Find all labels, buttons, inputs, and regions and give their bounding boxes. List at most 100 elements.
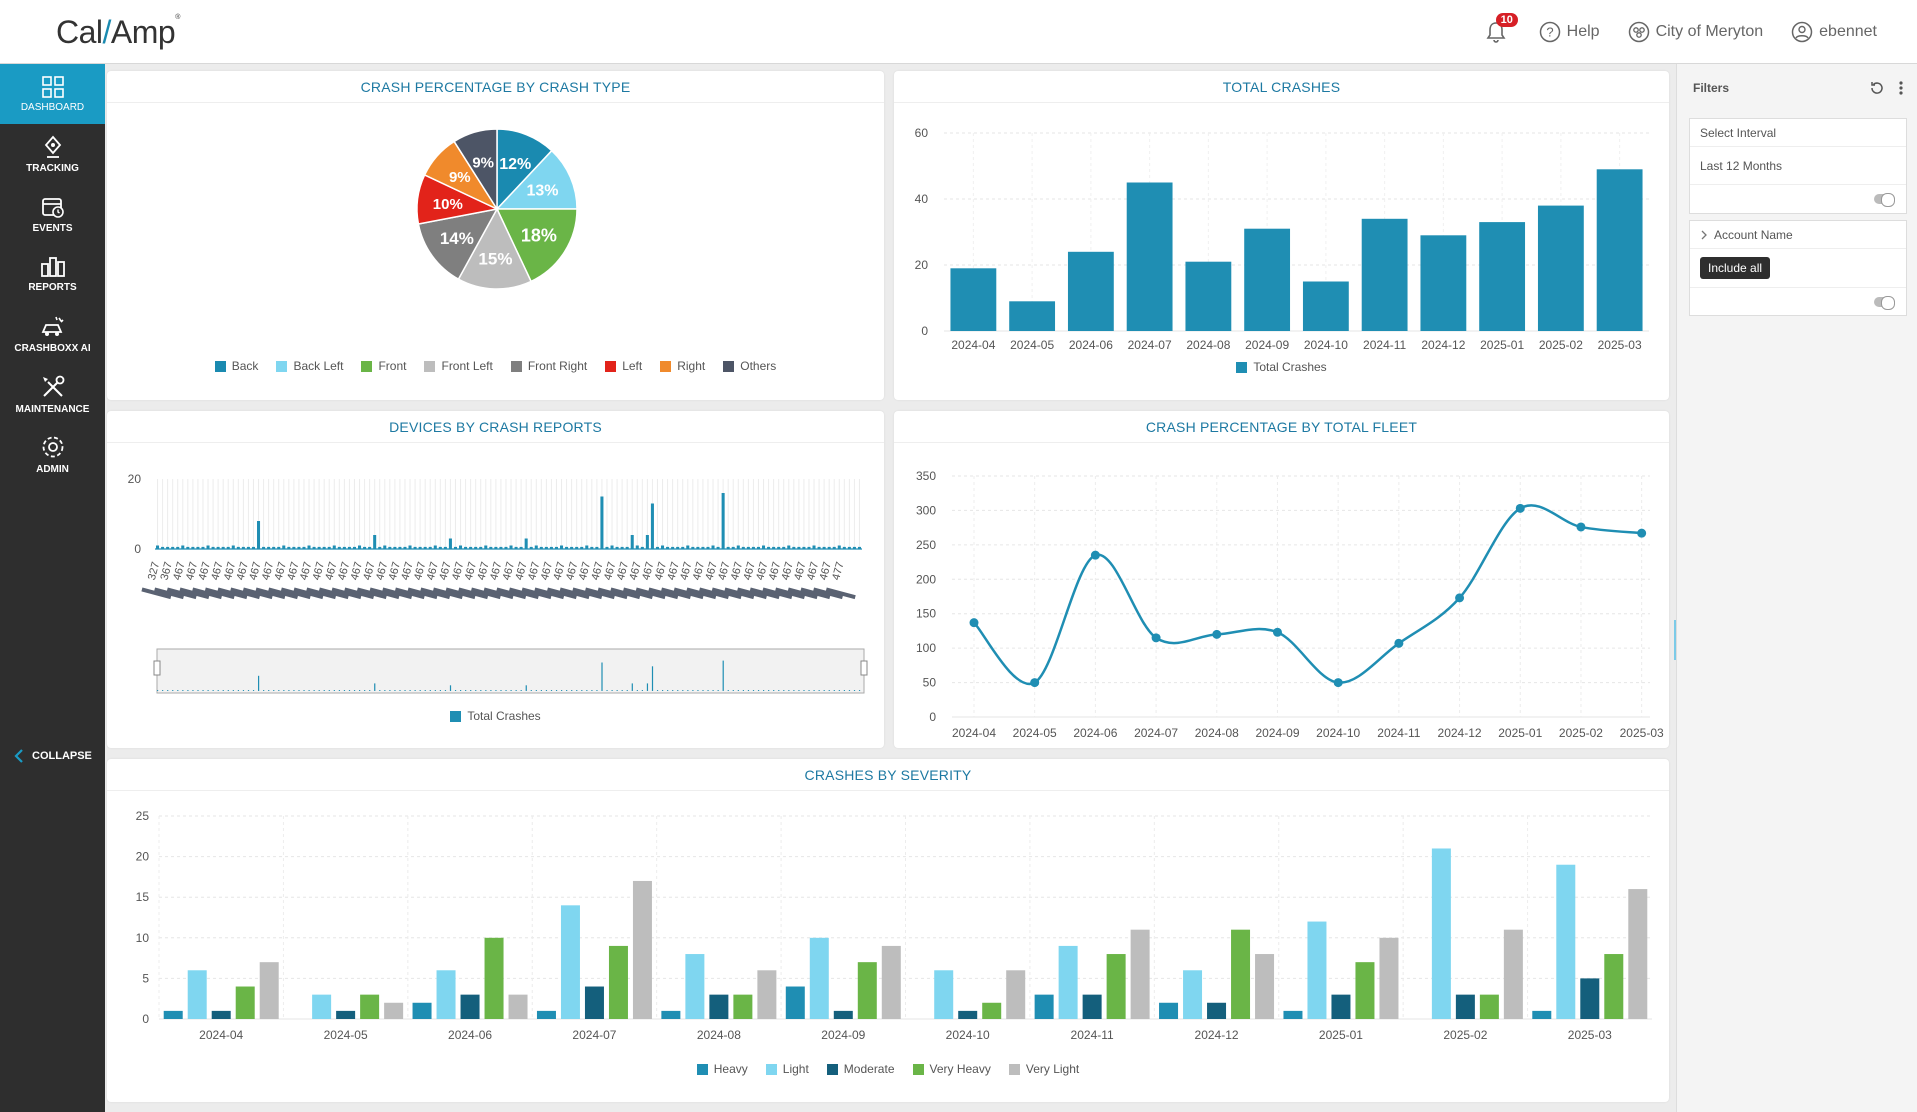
- legend-item-front-left[interactable]: Front Left: [424, 359, 493, 373]
- nav-bar: [399, 690, 401, 691]
- crash-type-pie-chart: 12% 13% 18% 15%14% 10% 9%9%: [416, 128, 578, 290]
- bar-moderate: [833, 1010, 853, 1019]
- device-bar: [777, 546, 781, 549]
- nav-bar: [429, 690, 431, 691]
- device-bar: [156, 545, 160, 549]
- legend-item-right[interactable]: Right: [660, 359, 705, 373]
- sidebar-item-crashboxx-ai[interactable]: CRASHBOXX AI: [0, 304, 105, 364]
- nav-bar: [631, 683, 633, 691]
- bar-very-heavy: [1355, 962, 1375, 1019]
- nav-bar: [596, 690, 598, 691]
- tick-overlap: [496, 587, 527, 600]
- nav-bar: [586, 690, 588, 691]
- nav-bar: [515, 690, 517, 691]
- nav-bar: [838, 690, 840, 691]
- device-bar: [358, 545, 362, 549]
- bar-heavy: [1034, 994, 1054, 1019]
- nav-bar: [303, 690, 305, 691]
- x-tick-label: 2024-08: [697, 1028, 741, 1042]
- bar-very-heavy: [857, 962, 877, 1019]
- tick-overlap: [192, 587, 223, 600]
- reset-icon[interactable]: [1869, 80, 1885, 96]
- device-bar: [570, 546, 574, 549]
- nav-bar: [465, 690, 467, 691]
- interval-value[interactable]: Last 12 Months: [1690, 147, 1906, 185]
- device-bar: [292, 546, 296, 549]
- nav-bar: [727, 690, 729, 691]
- bar-moderate: [958, 1010, 978, 1019]
- tracking-icon: [44, 135, 61, 158]
- sidebar-item-maintenance[interactable]: MAINTENANCE: [0, 364, 105, 424]
- device-bar: [277, 546, 281, 549]
- fleet-point: [969, 618, 979, 628]
- nav-bar: [848, 690, 851, 691]
- device-bar: [554, 546, 558, 549]
- device-bar: [302, 546, 306, 549]
- y-tick-label: 150: [916, 607, 936, 621]
- legend-item-very-heavy[interactable]: Very Heavy: [912, 1062, 991, 1076]
- y-tick-label: 0: [921, 324, 928, 338]
- device-bar: [630, 535, 634, 549]
- device-tick-label: 467: [475, 561, 491, 582]
- bar-heavy: [661, 1010, 681, 1019]
- account-name-row[interactable]: Account Name: [1690, 221, 1906, 249]
- device-bar: [443, 546, 447, 549]
- nav-bar: [353, 690, 356, 691]
- sidebar-item-dashboard[interactable]: DASHBOARD: [0, 64, 105, 124]
- legend-item-others[interactable]: Others: [723, 359, 776, 373]
- nav-bar: [682, 690, 684, 691]
- nav-bar: [773, 690, 775, 691]
- nav-bar: [662, 690, 664, 691]
- sidebar-item-admin[interactable]: ADMIN: [0, 424, 105, 484]
- device-bar: [812, 545, 816, 549]
- sidebar-item-reports[interactable]: REPORTS: [0, 244, 105, 304]
- x-tick-label: 2025-03: [1620, 726, 1664, 740]
- tick-overlap: [344, 587, 375, 600]
- interval-toggle[interactable]: [1874, 193, 1895, 207]
- x-tick-label: 2024-11: [1363, 338, 1406, 352]
- calamp-logo[interactable]: Cal/Amp®: [56, 14, 180, 50]
- tick-overlap: [508, 587, 539, 600]
- bar-very-light: [632, 880, 652, 1019]
- tick-overlap: [306, 587, 337, 600]
- notifications-bell-icon[interactable]: 10: [1485, 13, 1518, 45]
- legend-item-light[interactable]: Light: [765, 1062, 809, 1076]
- account-selector[interactable]: City of Meryton: [1628, 21, 1763, 43]
- bar-2025-03: [1596, 169, 1643, 331]
- nav-bar: [333, 690, 335, 691]
- collapse-sidebar-button[interactable]: COLLAPSE: [14, 749, 92, 763]
- more-options-icon[interactable]: [1899, 80, 1903, 96]
- device-bar: [832, 546, 836, 549]
- legend-item-moderate[interactable]: Moderate: [826, 1062, 895, 1076]
- legend-item-heavy[interactable]: Heavy: [696, 1062, 748, 1076]
- legend-item-total-crashes[interactable]: Total Crashes: [450, 709, 541, 723]
- nav-bar: [495, 690, 497, 691]
- legend-item-front[interactable]: Front: [361, 359, 406, 373]
- legend-item-total-crashes[interactable]: Total Crashes: [1236, 360, 1327, 374]
- user-menu[interactable]: ebennet: [1791, 21, 1877, 43]
- legend-item-very-light[interactable]: Very Light: [1008, 1062, 1079, 1076]
- device-bar: [307, 545, 311, 549]
- legend-item-back-left[interactable]: Back Left: [276, 359, 343, 373]
- account-toggle[interactable]: [1874, 295, 1895, 310]
- y-tick-label: 200: [916, 572, 936, 586]
- tick-overlap: [749, 587, 780, 600]
- device-tick-label: 467: [336, 561, 352, 582]
- device-tick-label: 467: [171, 561, 187, 582]
- legend-item-left[interactable]: Left: [605, 359, 642, 373]
- include-all-chip[interactable]: Include all: [1700, 257, 1771, 279]
- device-bar: [201, 546, 205, 549]
- nav-bar: [313, 690, 315, 691]
- nav-bar: [646, 683, 649, 691]
- help-link[interactable]: ? Help: [1539, 21, 1600, 43]
- bar-very-light: [384, 1002, 404, 1019]
- nav-bar: [424, 690, 426, 691]
- tick-overlap: [762, 587, 793, 600]
- fleet-point: [1394, 638, 1404, 648]
- legend-item-front-right[interactable]: Front Right: [510, 359, 587, 373]
- y-tick-label: 5: [142, 971, 149, 985]
- device-bar: [469, 546, 473, 549]
- sidebar-item-tracking[interactable]: TRACKING: [0, 124, 105, 184]
- sidebar-item-events[interactable]: EVENTS: [0, 184, 105, 244]
- legend-item-back[interactable]: Back: [214, 359, 258, 373]
